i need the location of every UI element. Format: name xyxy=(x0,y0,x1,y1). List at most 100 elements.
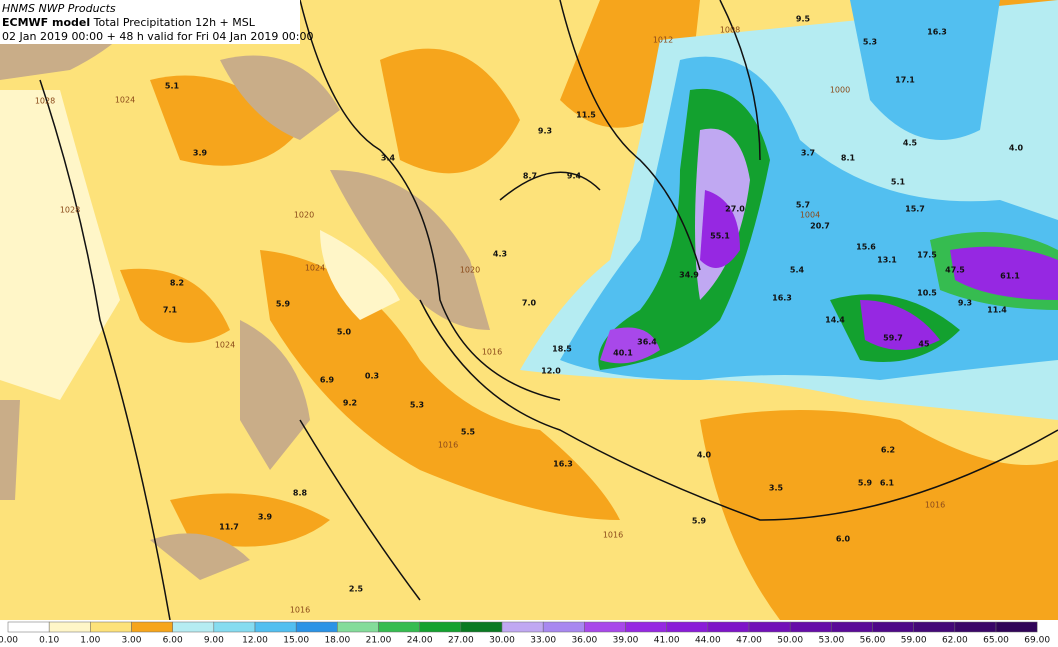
legend-swatch xyxy=(172,621,215,633)
precip-label: 5.1 xyxy=(165,82,180,91)
legend-label: 65.00 xyxy=(983,636,1009,646)
legend-swatch xyxy=(748,621,791,633)
legend-label: 30.00 xyxy=(489,636,515,646)
legend-label: 12.00 xyxy=(242,636,268,646)
legend-label: 33.00 xyxy=(530,636,556,646)
isobar-label: 1000 xyxy=(830,86,850,95)
header-valid: 02 Jan 2019 00:00 + 48 h valid for Fri 0… xyxy=(2,30,314,43)
legend-swatch xyxy=(460,621,503,633)
precip-label: 4.5 xyxy=(903,139,918,148)
isobar-label: 1016 xyxy=(290,606,310,615)
precip-label: 5.1 xyxy=(891,178,906,187)
isobar-label: 1016 xyxy=(925,501,945,510)
legend-swatch xyxy=(625,621,667,633)
legend-swatch xyxy=(707,621,750,633)
legend-swatch xyxy=(954,621,997,633)
header-product-name: Total Precipitation 12h + MSL xyxy=(93,16,256,29)
precip-label: 8.2 xyxy=(170,279,184,288)
legend-label: 39.00 xyxy=(613,636,639,646)
precip-label: 4.0 xyxy=(697,451,712,460)
legend-label: 15.00 xyxy=(283,636,309,646)
precip-label: 55.1 xyxy=(710,232,730,241)
isobar-label: 1024 xyxy=(215,341,235,350)
precip-label: 16.3 xyxy=(553,460,573,469)
legend-swatch xyxy=(48,621,91,633)
precip-label: 16.3 xyxy=(772,294,792,303)
isobar-label: 1024 xyxy=(115,96,135,105)
precip-label: 11.4 xyxy=(987,306,1007,315)
header-source: HNMS NWP Products xyxy=(2,2,116,15)
precip-label: 6.0 xyxy=(836,535,851,544)
legend-swatch xyxy=(90,621,132,633)
legend-swatch xyxy=(913,621,956,633)
precip-label: 17.5 xyxy=(917,251,937,260)
precip-label: 14.4 xyxy=(825,316,845,325)
legend-label: 56.00 xyxy=(860,636,886,646)
isobar-label: 1028 xyxy=(35,97,55,106)
legend-swatch xyxy=(789,621,832,633)
isobar-label: 1016 xyxy=(438,441,458,450)
legend-label: 0.00 xyxy=(0,636,18,646)
precip-label: 15.7 xyxy=(905,205,925,214)
precip-label: 13.1 xyxy=(877,256,897,265)
precip-label: 3.4 xyxy=(381,154,396,163)
precip-label: 18.5 xyxy=(552,345,572,354)
legend-label: 47.00 xyxy=(736,636,762,646)
precip-label: 6.1 xyxy=(880,479,895,488)
precip-label: 8.7 xyxy=(523,172,537,181)
precip-label: 9.2 xyxy=(343,399,357,408)
legend-label: 36.00 xyxy=(571,636,597,646)
precip-label: 7.1 xyxy=(163,306,178,315)
precip-label: 17.1 xyxy=(895,76,915,85)
legend-swatch xyxy=(7,621,50,633)
legend-label: 44.00 xyxy=(695,636,721,646)
isobar-label: 1028 xyxy=(60,206,80,215)
legend-label: 27.00 xyxy=(448,636,474,646)
precip-label: 7.0 xyxy=(522,299,537,308)
legend-swatch xyxy=(872,621,914,633)
legend-label: 9.00 xyxy=(204,636,224,646)
precip-label: 9.5 xyxy=(796,15,811,24)
isobar-label: 1016 xyxy=(603,531,623,540)
legend-label: 18.00 xyxy=(324,636,350,646)
isobars xyxy=(39,0,1058,621)
legend-label: 1.00 xyxy=(80,636,100,646)
legend-label: 62.00 xyxy=(942,636,968,646)
precip-label: 34.9 xyxy=(679,271,699,280)
isobar-label: 1016 xyxy=(482,348,502,357)
precip-label: 3.9 xyxy=(258,513,273,522)
legend-swatch xyxy=(254,621,297,633)
legend-swatch xyxy=(295,621,338,633)
precip-label: 9.4 xyxy=(567,172,582,181)
legend-label: 21.00 xyxy=(366,636,392,646)
precip-label: 20.7 xyxy=(810,222,830,231)
precip-label: 16.3 xyxy=(927,28,947,37)
header-product: ECMWF model Total Precipitation 12h + MS… xyxy=(2,16,256,29)
precip-label: 36.4 xyxy=(637,338,657,347)
precip-label: 3.7 xyxy=(801,149,815,158)
header-box xyxy=(0,0,300,44)
precip-label: 59.7 xyxy=(883,334,903,343)
precip-label: 5.9 xyxy=(692,517,707,526)
precip-label: 9.3 xyxy=(538,127,552,136)
precip-label: 8.1 xyxy=(841,154,856,163)
precip-label: 61.1 xyxy=(1000,272,1020,281)
legend-label: 69.00 xyxy=(1024,636,1050,646)
isobar-label: 1024 xyxy=(305,264,325,273)
precip-label: 5.0 xyxy=(337,328,352,337)
legend-swatch xyxy=(542,621,585,633)
legend-label: 59.00 xyxy=(901,636,927,646)
isobar-label: 1008 xyxy=(720,26,740,35)
precip-label: 5.7 xyxy=(796,201,810,210)
legend-swatch xyxy=(995,621,1038,633)
legend-swatch xyxy=(378,621,420,633)
precip-label: 5.4 xyxy=(790,266,805,275)
precip-label: 3.5 xyxy=(769,484,784,493)
legend-swatch xyxy=(501,621,544,633)
precip-label: 6.9 xyxy=(320,376,335,385)
precip-label: 10.5 xyxy=(917,289,937,298)
precip-label: 3.9 xyxy=(193,149,208,158)
precip-blue xyxy=(520,0,1058,420)
